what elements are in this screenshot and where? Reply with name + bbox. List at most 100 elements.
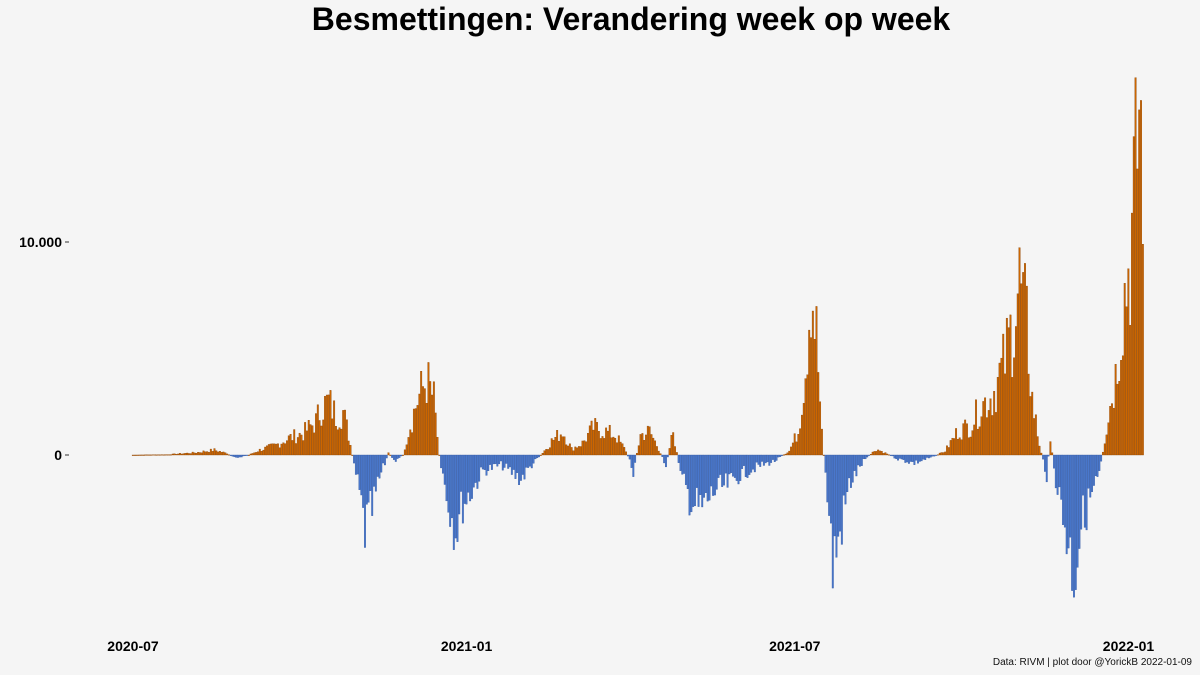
bar xyxy=(897,454,899,461)
bar xyxy=(213,448,216,456)
bar xyxy=(701,454,704,508)
bar-group xyxy=(131,77,1144,598)
bar xyxy=(418,393,421,456)
bar xyxy=(534,454,537,460)
bar xyxy=(895,454,898,460)
bar xyxy=(882,453,885,456)
bar xyxy=(251,453,254,456)
bar xyxy=(282,442,285,456)
bar xyxy=(389,454,392,456)
bar xyxy=(824,454,827,473)
bar xyxy=(840,454,843,545)
bar xyxy=(779,454,782,457)
bar xyxy=(1018,247,1021,456)
bar xyxy=(942,452,945,456)
bar xyxy=(157,454,160,456)
bar xyxy=(394,454,397,462)
bar xyxy=(639,434,642,456)
bar xyxy=(898,454,901,459)
bar xyxy=(908,454,910,464)
bar xyxy=(1118,380,1121,456)
bar xyxy=(532,454,535,464)
y-tick-label: 10.000 xyxy=(19,234,62,250)
bar xyxy=(1087,454,1090,489)
bar xyxy=(844,454,847,505)
bar xyxy=(131,454,134,456)
bar xyxy=(752,454,754,470)
bar xyxy=(420,371,423,456)
bar xyxy=(982,401,985,456)
bar xyxy=(1011,377,1014,456)
bar xyxy=(944,451,947,456)
bar xyxy=(966,423,968,456)
bar xyxy=(1092,454,1095,486)
bar xyxy=(737,454,740,485)
bar xyxy=(699,454,702,495)
bar xyxy=(137,454,140,456)
bar xyxy=(400,454,403,457)
bar xyxy=(543,450,546,456)
bar xyxy=(1083,454,1086,528)
bar xyxy=(1141,244,1144,456)
bar xyxy=(735,454,738,481)
bar xyxy=(984,397,987,456)
bar xyxy=(1016,293,1019,456)
bar xyxy=(240,454,243,458)
bar xyxy=(233,454,236,458)
bar xyxy=(228,454,230,456)
bar xyxy=(786,452,789,456)
bar xyxy=(516,454,519,473)
bar xyxy=(519,454,522,481)
bar xyxy=(1125,306,1128,456)
bar xyxy=(646,425,649,456)
bar xyxy=(599,438,602,456)
bar xyxy=(788,450,791,456)
bar xyxy=(927,454,930,459)
bar xyxy=(951,437,954,456)
bar xyxy=(710,454,713,487)
bar xyxy=(782,454,785,456)
bar xyxy=(975,399,977,456)
bar xyxy=(1060,454,1063,500)
bar xyxy=(500,454,502,462)
bar xyxy=(1038,445,1041,456)
bar xyxy=(880,451,883,456)
x-tick-label: 2021-01 xyxy=(441,638,493,654)
bar xyxy=(817,372,820,456)
bar xyxy=(1132,136,1135,456)
bar xyxy=(585,441,588,456)
bar xyxy=(229,454,232,456)
bar xyxy=(340,428,343,456)
bar xyxy=(768,454,771,466)
bar xyxy=(677,454,680,463)
bar xyxy=(356,454,359,475)
bar xyxy=(853,454,856,471)
bar xyxy=(755,454,758,463)
bar xyxy=(1074,454,1077,590)
bar xyxy=(801,414,803,456)
bar xyxy=(579,446,582,456)
bar xyxy=(538,454,540,458)
bar xyxy=(226,453,229,456)
bar xyxy=(287,435,290,456)
bar xyxy=(440,454,443,469)
bar xyxy=(657,450,660,456)
bar xyxy=(182,453,185,456)
y-tick-label: 0 xyxy=(54,447,62,463)
bar xyxy=(184,453,187,456)
bar xyxy=(422,386,424,456)
bar xyxy=(496,454,499,467)
bar xyxy=(217,451,220,456)
bar xyxy=(139,454,142,456)
bar xyxy=(920,454,923,462)
bar xyxy=(969,436,972,456)
bar xyxy=(180,453,183,456)
bar xyxy=(146,454,149,456)
bar xyxy=(469,454,472,502)
bar xyxy=(354,454,357,475)
bar xyxy=(859,454,861,467)
bar xyxy=(327,394,330,456)
bar xyxy=(773,454,776,462)
bar xyxy=(1136,168,1139,456)
